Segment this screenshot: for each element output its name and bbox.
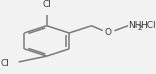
Text: 2: 2 [137,26,142,32]
Text: NH: NH [128,21,141,30]
Text: O: O [105,28,112,38]
Text: Cl: Cl [42,0,51,9]
Text: HCl: HCl [140,21,155,30]
Text: Cl: Cl [1,59,10,68]
